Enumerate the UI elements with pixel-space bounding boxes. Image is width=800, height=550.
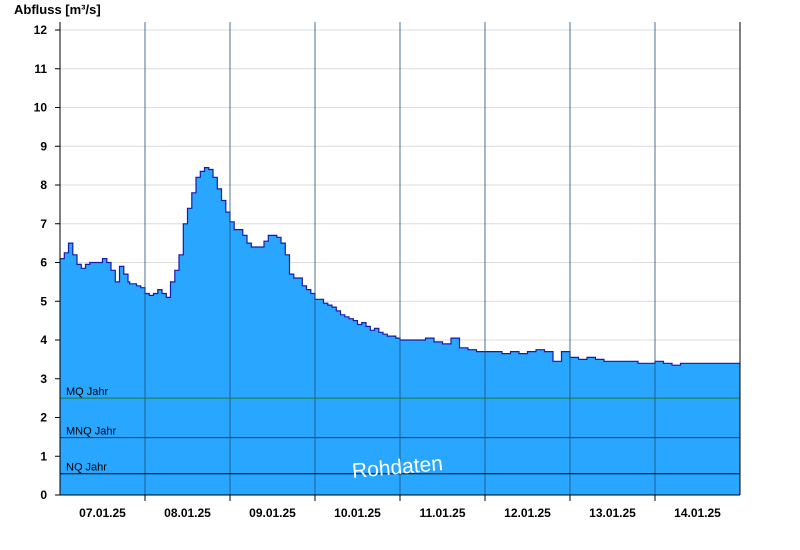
reference-label: MQ Jahr <box>66 386 109 398</box>
discharge-line <box>60 167 740 366</box>
y-tick-label: 9 <box>40 139 47 153</box>
y-tick-label: 7 <box>40 217 47 231</box>
x-ticks: 07.01.25 08.01.25 09.01.25 10.01.25 11.01.25… <box>79 495 721 520</box>
x-tick-label: 10.01.25 <box>334 506 381 520</box>
reference-label: NQ Jahr <box>66 462 107 474</box>
y-tick-label: 10 <box>34 101 48 115</box>
reference-lines: MQ Jahr MNQ Jahr NQ Jahr <box>60 386 740 475</box>
y-tick-label: 6 <box>40 256 47 270</box>
y-tick-label: 1 <box>40 449 47 463</box>
x-tick-label: 07.01.25 <box>79 506 126 520</box>
y-tick-label: 2 <box>40 411 47 425</box>
x-tick-label: 09.01.25 <box>249 506 296 520</box>
y-tick-label: 5 <box>40 294 47 308</box>
x-tick-label: 12.01.25 <box>504 506 551 520</box>
y-tick-label: 8 <box>40 178 47 192</box>
x-tick-label: 14.01.25 <box>674 506 721 520</box>
y-tick-label: 4 <box>40 333 47 347</box>
reference-label: MNQ Jahr <box>66 426 116 438</box>
y-tick-label: 3 <box>40 372 47 386</box>
y-tick-label: 11 <box>34 62 47 76</box>
y-axis-label: Abfluss [m³/s] <box>14 2 101 17</box>
y-tick-label: 0 <box>40 488 47 502</box>
y-tick-label: 12 <box>34 23 48 37</box>
x-tick-label: 11.01.25 <box>419 506 465 520</box>
day-separators <box>144 22 656 495</box>
x-tick-label: 08.01.25 <box>164 506 211 520</box>
x-tick-label: 13.01.25 <box>589 506 636 520</box>
